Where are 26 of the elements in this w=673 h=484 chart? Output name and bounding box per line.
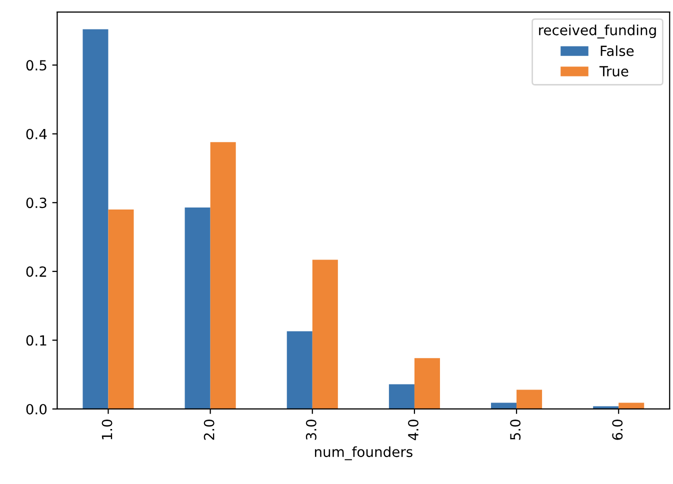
y-tick-label: 0.3 — [26, 198, 46, 208]
bar — [184, 207, 210, 409]
y-tick-label: 0.1 — [26, 335, 46, 346]
legend-title: received_funding — [539, 24, 656, 38]
x-axis-title: num_founders — [314, 446, 412, 460]
x-tick-label: 1.0 — [102, 420, 112, 440]
y-tick-label: 0.0 — [26, 404, 47, 414]
x-tick-label: 6.0 — [612, 420, 623, 440]
x-tick-label: 4.0 — [408, 420, 418, 440]
bar — [82, 29, 108, 409]
legend-label: False — [600, 45, 634, 56]
legend-label: True — [599, 66, 628, 77]
bar — [414, 358, 440, 409]
y-tick-label: 0.5 — [26, 60, 46, 71]
y-tick-label: 0.2 — [26, 266, 46, 277]
y-tick-label: 0.4 — [26, 128, 47, 140]
bar — [312, 260, 338, 409]
x-tick-label: 3.0 — [306, 420, 316, 440]
bar — [210, 142, 236, 409]
x-tick-label: 5.0 — [510, 420, 521, 440]
bar — [286, 331, 312, 409]
x-tick-label: 2.0 — [204, 420, 214, 440]
bar — [108, 210, 134, 409]
bar — [593, 406, 619, 409]
bar — [516, 390, 542, 409]
bar — [388, 384, 414, 409]
